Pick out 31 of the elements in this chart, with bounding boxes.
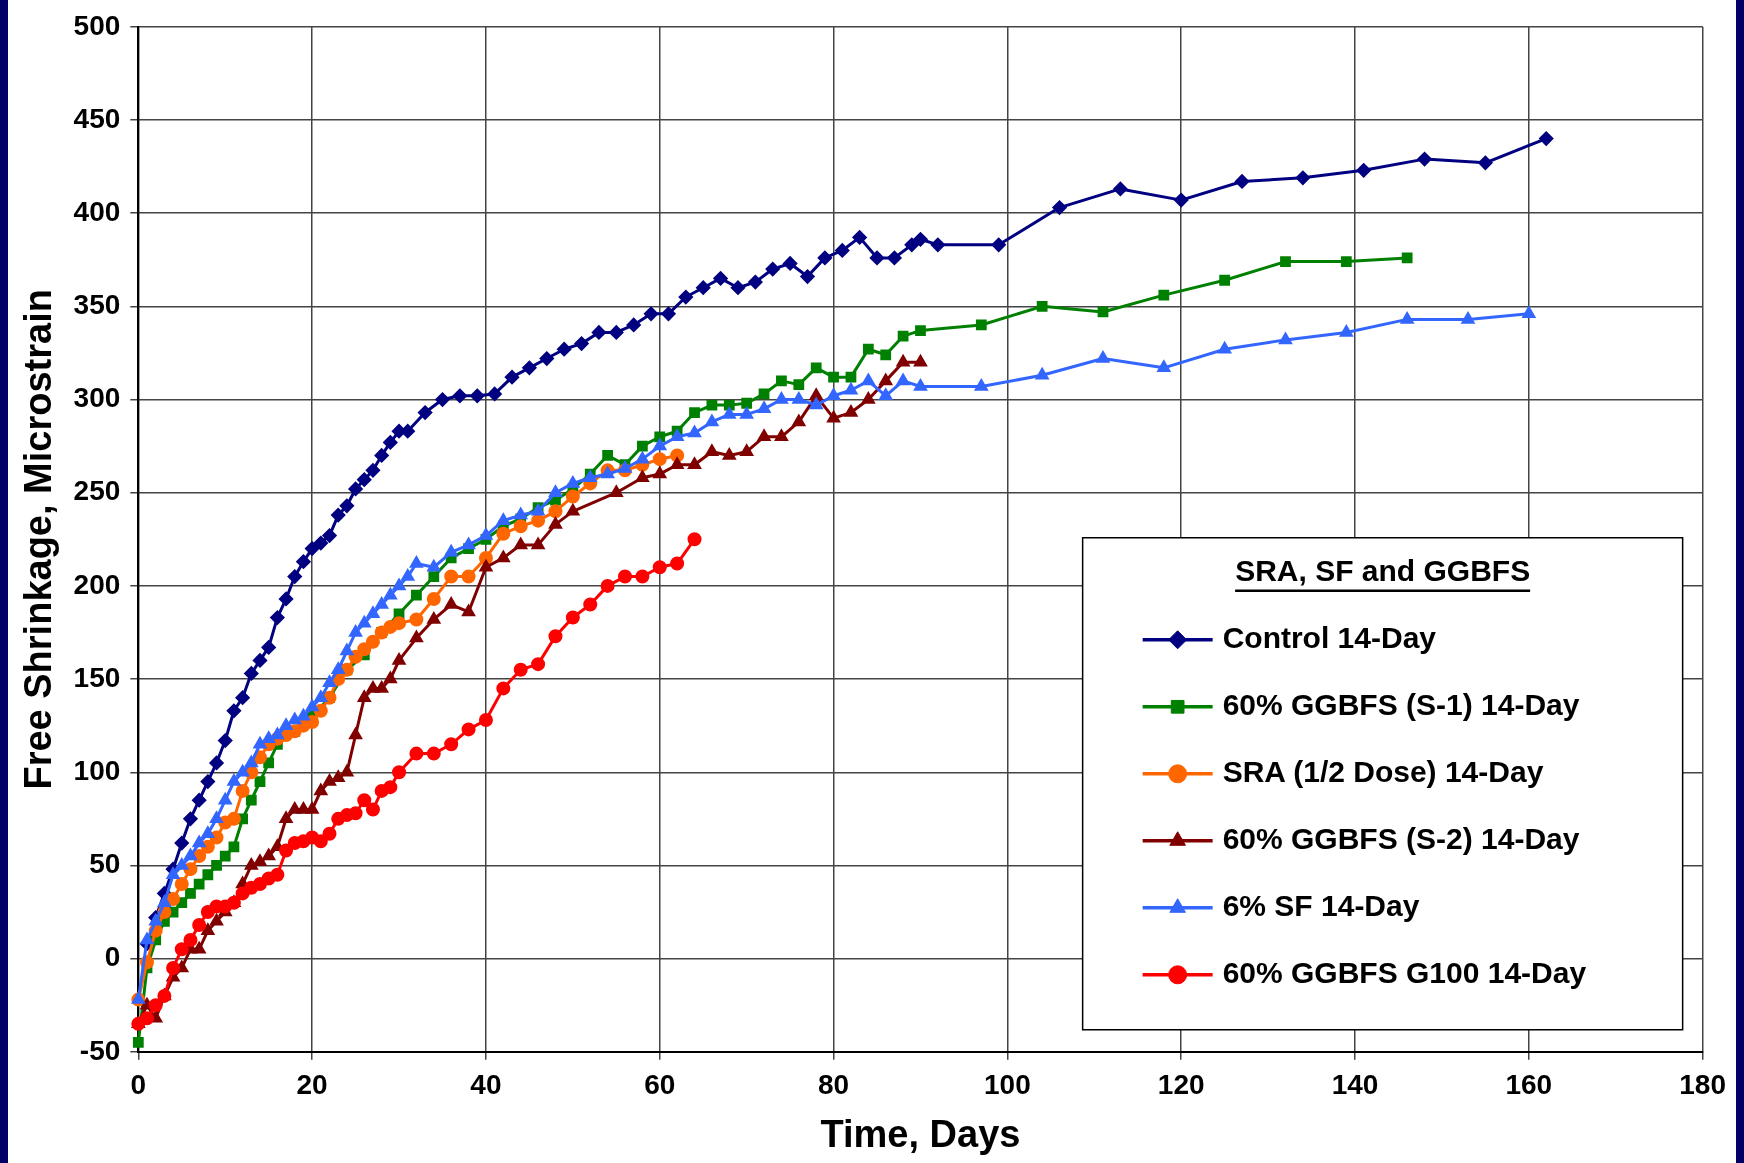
legend-label: 60% GGBFS (S-2) 14-Day [1222, 822, 1580, 856]
legend-label: 60% GGBFS (S-1) 14-Day [1222, 688, 1580, 722]
legend-title: SRA, SF and GGBFS [1235, 554, 1531, 588]
y-tick-label: 350 [73, 289, 121, 321]
x-tick-label: 140 [1331, 1069, 1379, 1101]
x-tick-label: 100 [984, 1069, 1031, 1101]
x-axis-title: Time, Days [820, 1112, 1021, 1155]
legend-label: SRA (1/2 Dose) 14-Day [1222, 755, 1544, 789]
y-tick-label: 100 [73, 754, 121, 786]
y-tick-label: 500 [73, 9, 121, 41]
x-tick-label: 20 [296, 1069, 328, 1101]
y-tick-label: 50 [89, 848, 121, 880]
x-tick-label: 40 [470, 1069, 502, 1101]
legend-label: Control 14-Day [1222, 621, 1437, 655]
y-tick-label: 300 [73, 382, 121, 414]
x-tick-label: 0 [130, 1069, 147, 1101]
legend-label: 60% GGBFS G100 14-Day [1222, 956, 1587, 990]
x-tick-label: 160 [1505, 1069, 1553, 1101]
x-tick-label: 180 [1679, 1069, 1726, 1101]
x-tick-label: 80 [817, 1069, 850, 1101]
y-tick-label: 250 [73, 475, 121, 507]
legend-label: 6% SF 14-Day [1222, 889, 1420, 923]
y-tick-label: 200 [73, 568, 121, 600]
y-tick-label: 450 [73, 102, 121, 134]
y-tick-label: -50 [79, 1034, 121, 1066]
y-tick-label: 150 [73, 661, 121, 693]
y-tick-label: 400 [73, 195, 121, 227]
x-tick-label: 120 [1157, 1069, 1205, 1101]
x-tick-label: 60 [644, 1069, 676, 1101]
y-tick-label: 0 [104, 941, 121, 973]
y-axis-title: Free Shrinkage, Microstrain [17, 289, 60, 790]
